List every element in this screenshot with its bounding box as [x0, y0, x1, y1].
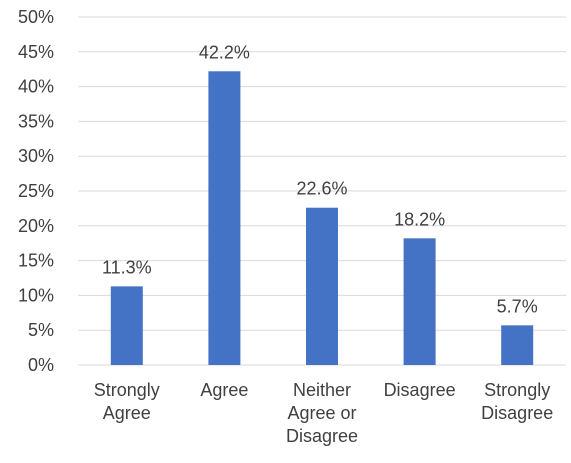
x-tick-label: Disagree [384, 380, 456, 400]
y-tick-label: 5% [28, 320, 54, 340]
x-tick-label-line: Agree [200, 380, 248, 400]
y-tick-label: 15% [18, 251, 54, 271]
x-axis-tick-labels: Strongly Agree Agree Neither Agree or Disagre… [94, 380, 553, 446]
x-tick-label-line: Strongly [94, 380, 160, 400]
y-tick-label: 50% [18, 7, 54, 27]
x-tick-label-line: Agree or [287, 403, 356, 423]
bar [501, 325, 534, 365]
x-tick-label: Strongly Agree [94, 380, 160, 423]
data-label: 22.6% [296, 179, 347, 199]
bars [110, 71, 534, 366]
y-tick-label: 10% [18, 285, 54, 305]
y-tick-label: 45% [18, 42, 54, 62]
x-tick-label-line: Disagree [286, 426, 358, 446]
data-label: 18.2% [394, 209, 445, 229]
x-tick-label: Strongly Disagree [481, 380, 553, 423]
bar [306, 207, 338, 365]
y-tick-label: 30% [18, 146, 54, 166]
y-tick-label: 0% [28, 355, 54, 375]
bar [208, 71, 241, 366]
x-tick-label-line: Disagree [481, 403, 553, 423]
y-tick-label: 35% [18, 111, 54, 131]
x-tick-label-line: Neither [293, 380, 351, 400]
x-tick-label-line: Strongly [484, 380, 550, 400]
data-labels: 11.3% 42.2% 22.6% 18.2% 5.7% [102, 42, 538, 316]
x-tick-label-line: Disagree [384, 380, 456, 400]
bar [110, 286, 143, 365]
data-label: 42.2% [199, 42, 250, 62]
y-tick-label: 40% [18, 77, 54, 97]
x-tick-label: Agree [200, 380, 248, 400]
bar [403, 238, 436, 365]
data-label: 5.7% [497, 296, 538, 316]
y-axis-tick-labels: 0% 5% 10% 15% 20% 25% 30% 35% 40% 45% 50% [18, 7, 54, 375]
data-label: 11.3% [102, 257, 152, 277]
y-tick-label: 20% [18, 216, 54, 236]
y-tick-label: 25% [18, 181, 54, 201]
x-tick-label-line: Agree [103, 403, 151, 423]
x-tick-label: Neither Agree or Disagree [286, 380, 358, 446]
